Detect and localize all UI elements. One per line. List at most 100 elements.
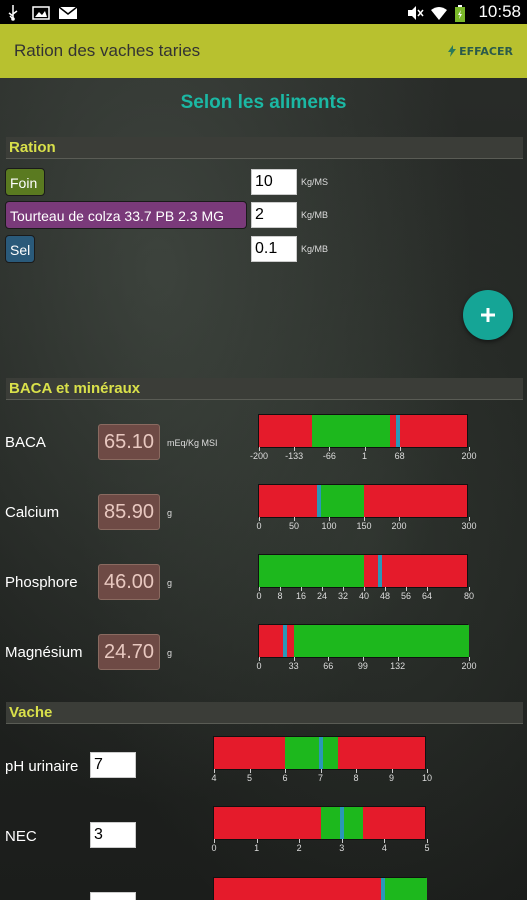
gauge-tick-label: 0: [256, 661, 262, 671]
gauge-marker: [317, 485, 322, 517]
gauge-tick-label: 150: [356, 521, 372, 531]
gauge-tick: [469, 657, 470, 661]
mineral-unit: g: [167, 578, 173, 588]
lightning-icon: [448, 45, 457, 57]
cow-param-label: NEC: [5, 828, 37, 845]
gauge-marker: [339, 807, 344, 839]
cow-param-gauge: 4 5 6 7 8 9 10: [211, 736, 432, 783]
gauge-tick-label: 200: [391, 521, 407, 531]
gauge-tick: [280, 587, 281, 591]
gauge-tick-label: -66: [322, 451, 336, 461]
gauge-tick-label: 48: [379, 591, 391, 601]
gauge-tick-label: 8: [277, 591, 283, 601]
gauge-tick: [294, 447, 296, 451]
gauge-green-zone: [259, 555, 364, 587]
gauge-tick: [385, 587, 386, 591]
gauge-tick: [343, 587, 344, 591]
mineral-value: 24.70: [98, 634, 160, 670]
gauge-tick: [301, 587, 302, 591]
gauge-tick: [322, 587, 323, 591]
gauge-tick-label: 200: [461, 661, 477, 671]
mineral-gauge: 0 50 100 150 200 300: [256, 484, 477, 531]
image-icon: [32, 5, 50, 20]
gauge-tick-label: 8: [353, 773, 359, 783]
gauge-tick: [397, 657, 399, 661]
mineral-label: Calcium: [5, 504, 60, 521]
ration-quantity-input[interactable]: 2: [251, 202, 297, 228]
gauge-marker: [396, 415, 401, 447]
mineral-label: Magnésium: [5, 644, 83, 661]
gauge-tick: [249, 769, 251, 773]
gauge-tick-label: 4: [381, 843, 387, 853]
cow-param-input[interactable]: 3: [90, 822, 136, 848]
gauge-tick-label: 100: [321, 521, 337, 531]
gauge-tick-label: 64: [421, 591, 433, 601]
gauge-marker: [318, 737, 323, 769]
gauge-tick: [214, 839, 215, 843]
gauge-tick: [469, 587, 470, 591]
ration-quantity-input[interactable]: 0.1: [251, 236, 297, 262]
ration-item-button[interactable]: Foin: [5, 168, 45, 196]
status-bar: 10:58: [0, 0, 527, 24]
gauge-tick: [293, 657, 295, 661]
gauge-tick: [469, 517, 470, 521]
ration-unit: Kg/MS: [301, 177, 329, 187]
mineral-gauge: -200 -133 -66 1 68 200: [250, 414, 477, 461]
gauge-marker: [377, 555, 382, 587]
gauge-tick: [259, 587, 260, 591]
ration-item-button[interactable]: Tourteau de colza 33.7 PB 2.3 MG: [5, 201, 247, 229]
gauge-tick: [256, 839, 258, 843]
gauge-tick-label: 2: [296, 843, 302, 853]
gauge-green-zone: [293, 625, 469, 657]
mineral-unit: mEq/Kg MSI: [167, 438, 218, 448]
gauge-tick-label: 80: [463, 591, 475, 601]
gauge-green-zone: [311, 415, 391, 447]
section-ration: Ration: [6, 137, 523, 159]
gauge-tick-label: 5: [424, 843, 430, 853]
cow-param-input[interactable]: 7: [90, 752, 136, 778]
gauge-tick: [399, 447, 401, 451]
gauge-tick-label: -200: [249, 451, 269, 461]
gauge-tick-label: 0: [211, 843, 217, 853]
gauge-tick-label: 200: [461, 451, 477, 461]
gauge-tick-label: 24: [316, 591, 328, 601]
gauge-tick: [399, 517, 400, 521]
mineral-value: 65.10: [98, 424, 160, 460]
gauge-tick: [364, 587, 365, 591]
gauge-tick-label: 1: [362, 451, 368, 461]
gauge-tick: [214, 769, 215, 773]
ration-item-button[interactable]: Sel: [5, 235, 35, 263]
gauge-tick: [362, 657, 364, 661]
partial-input[interactable]: [90, 892, 136, 900]
gauge-tick-label: 56: [400, 591, 412, 601]
gauge-tick-label: -133: [285, 451, 304, 461]
ration-unit: Kg/MB: [301, 244, 329, 254]
gauge-tick-label: 7: [317, 773, 324, 783]
gauge-tick-label: 32: [337, 591, 349, 601]
gauge-tick: [294, 517, 295, 521]
gauge-tick: [406, 587, 407, 591]
mineral-gauge: 0 8 16 24 32 40 48 56 64 80: [256, 554, 474, 601]
gauge-green-zone: [285, 737, 339, 769]
gauge-green-zone: [319, 485, 364, 517]
add-food-button[interactable]: [463, 290, 513, 340]
gauge-tick: [341, 839, 343, 843]
mineral-unit: g: [167, 648, 173, 658]
mineral-label: Phosphore: [5, 574, 78, 591]
gauge-tick: [384, 839, 386, 843]
usb-icon: [6, 5, 22, 21]
ration-quantity-input[interactable]: 10: [251, 169, 297, 195]
status-time: 10:58: [478, 2, 521, 21]
app-title: Ration des vaches taries: [14, 41, 201, 60]
gauge-tick: [364, 447, 366, 451]
gauge-tick-label: 16: [295, 591, 307, 601]
page-title: Selon les aliments: [180, 92, 347, 113]
section-baca: BACA et minéraux: [6, 378, 523, 400]
gauge-tick: [329, 447, 331, 451]
clear-button[interactable]: EFFACER: [447, 45, 513, 58]
gauge-tick-label: 10: [421, 773, 433, 783]
mail-icon: [58, 5, 78, 19]
gauge-tick: [259, 517, 260, 521]
gauge-tick: [427, 839, 428, 843]
gauge-tick-label: 99: [357, 661, 368, 671]
